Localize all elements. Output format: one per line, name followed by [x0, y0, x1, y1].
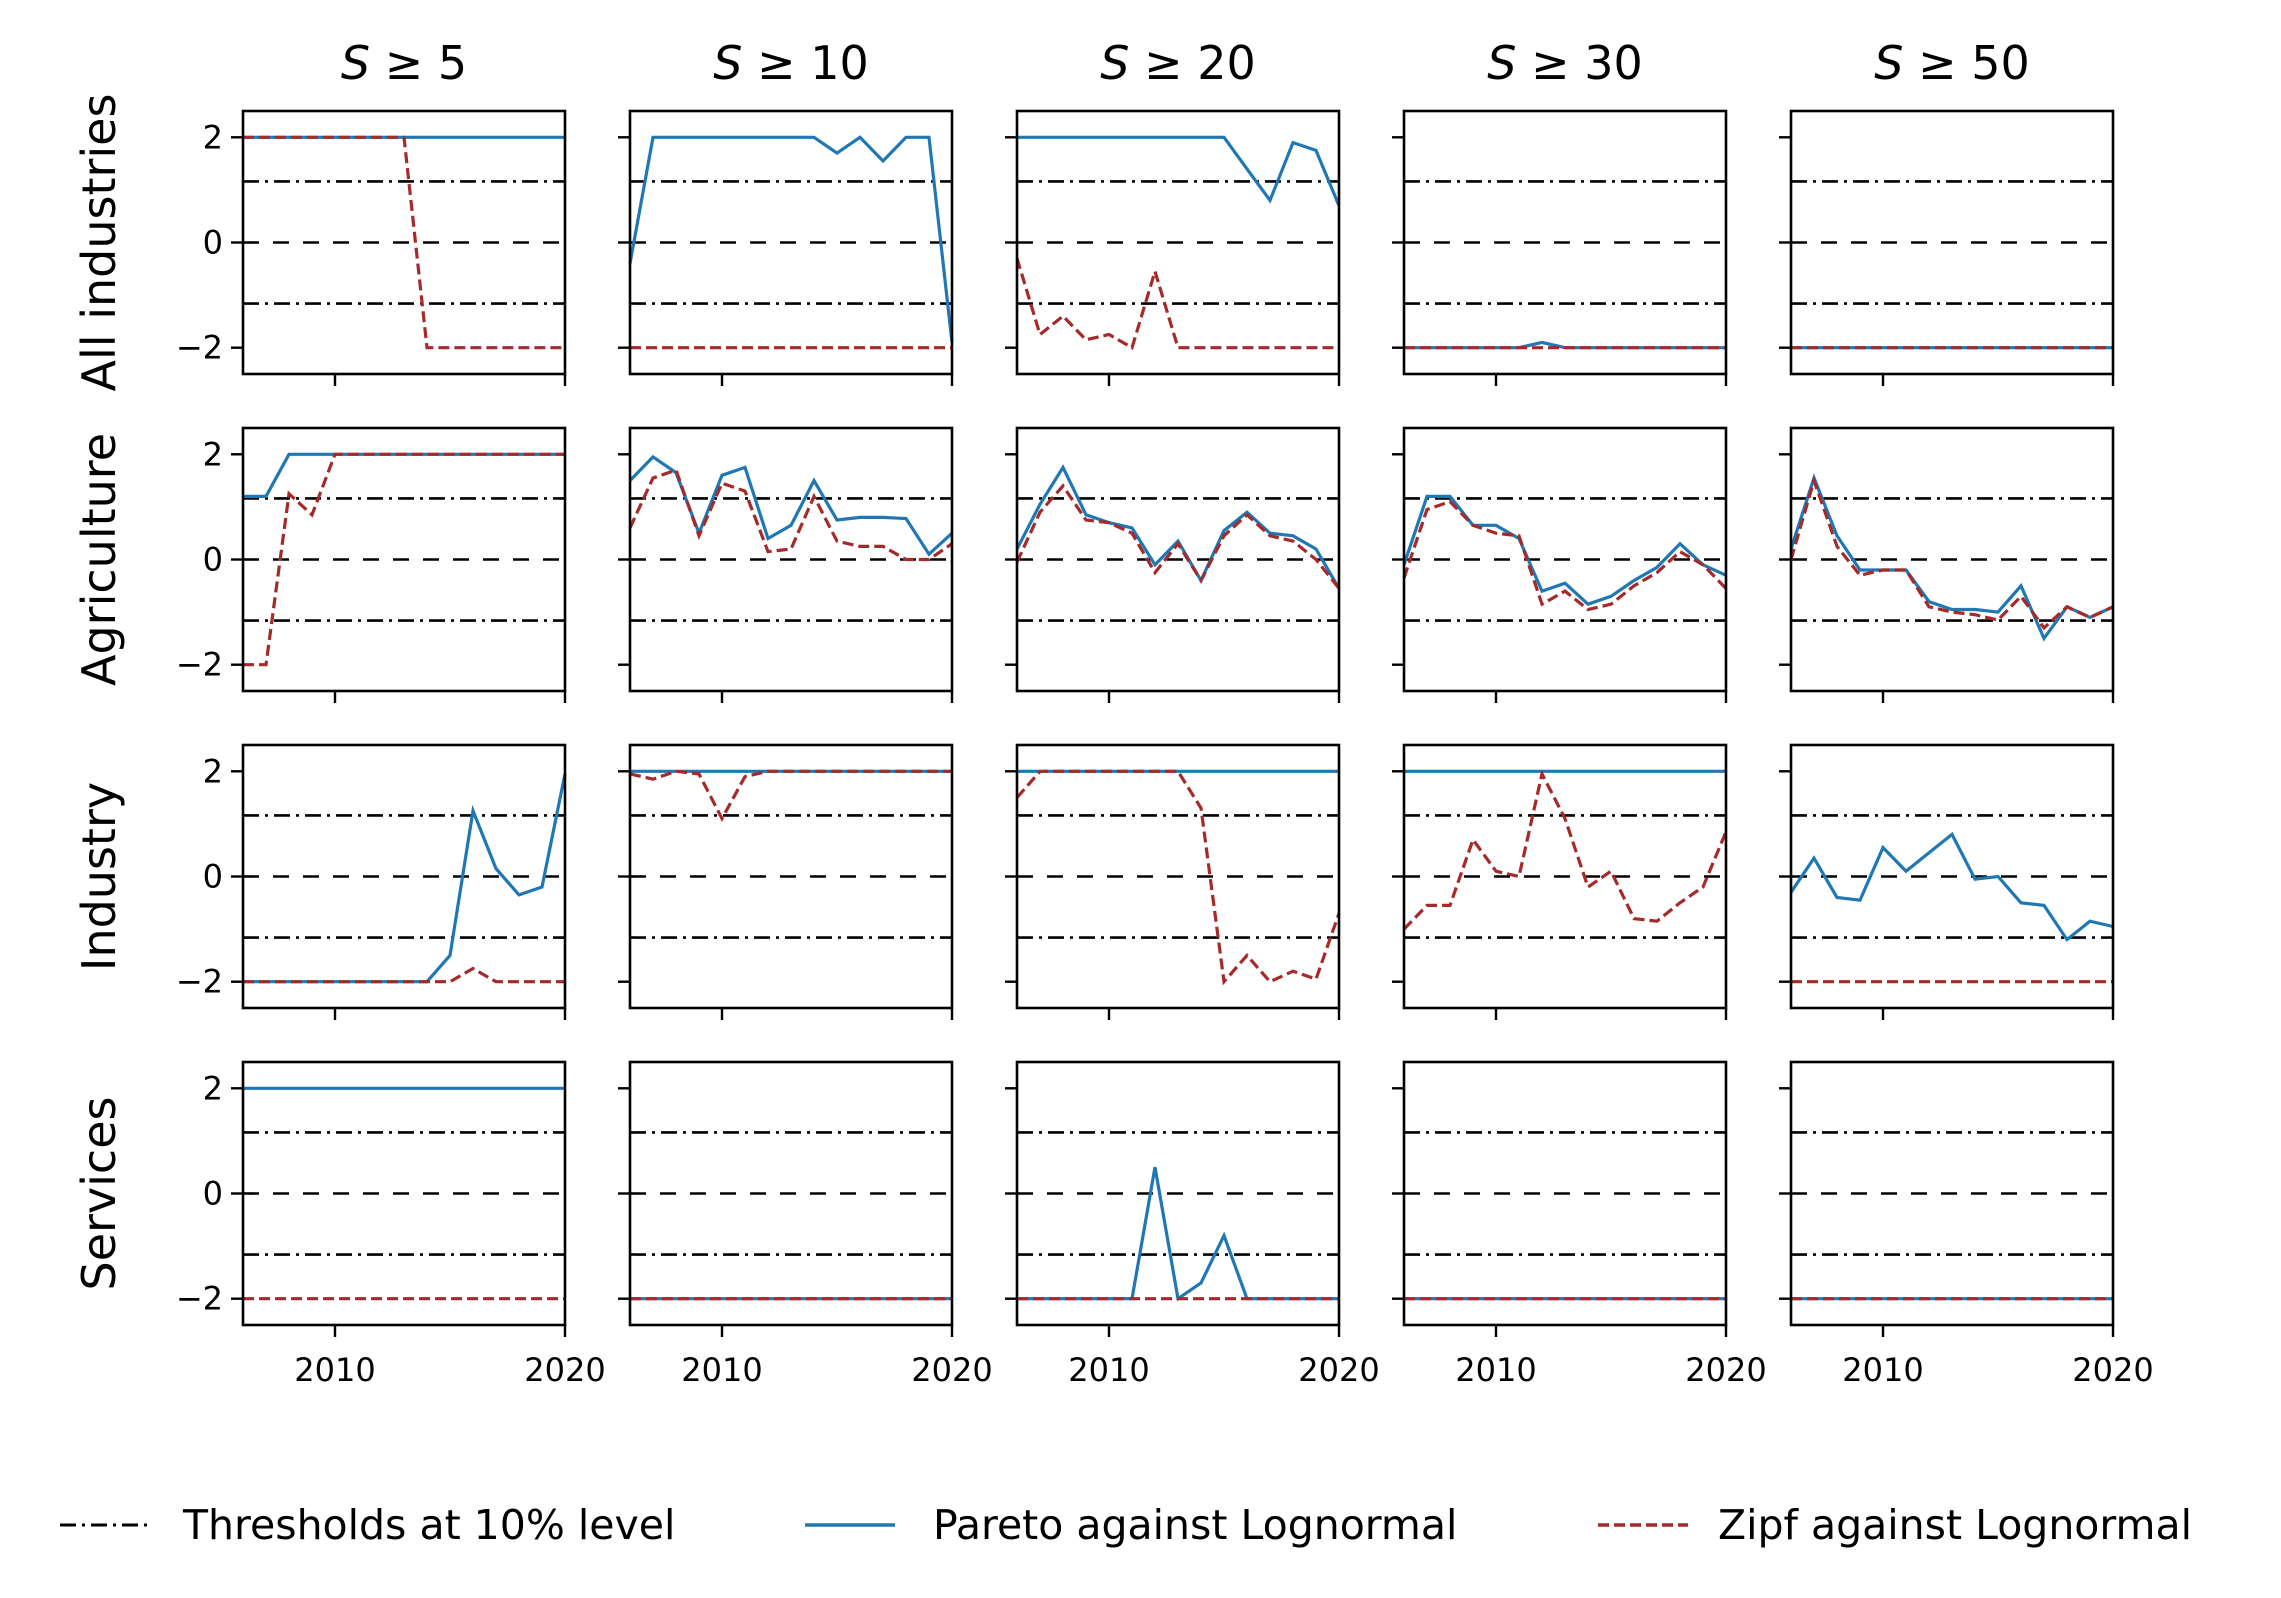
panel-r4-c2: 2010 2020 — [618, 1060, 993, 1389]
column-title-value: ≥ 50 — [1903, 36, 2029, 90]
panel-r3-c2 — [618, 743, 954, 1020]
zipf-series-line — [243, 966, 565, 984]
column-title: S ≥ 50 — [1874, 36, 2030, 90]
column-title: S ≥ 30 — [1487, 36, 1643, 90]
x-tick-label: 2020 — [524, 1351, 605, 1389]
legend-label-pareto: Pareto against Lognormal — [933, 1501, 1457, 1549]
column-title: S ≥ 5 — [341, 36, 467, 90]
pareto-series-line — [1402, 494, 1727, 607]
pareto-series-line — [628, 454, 954, 557]
zipf-series-line — [243, 452, 565, 667]
panel-r1-c5 — [1779, 109, 2115, 386]
panel-r1-c2 — [618, 109, 954, 386]
column-title-symbol: S — [1874, 36, 1903, 90]
panel-r4-c1: 2 0 −2 2010 2020 — [176, 1060, 606, 1389]
row-title: All industries — [72, 94, 126, 392]
zipf-series-line — [628, 468, 953, 562]
column-title-symbol: S — [713, 36, 742, 90]
panel-r3-c4 — [1392, 743, 1728, 1020]
y-tick-label: −2 — [176, 1280, 223, 1318]
column-title-value: ≥ 30 — [1516, 36, 1642, 90]
panel-r2-c4 — [1392, 426, 1728, 703]
column-title: S ≥ 10 — [713, 36, 869, 90]
y-tick-label: 0 — [203, 1175, 223, 1213]
column-title-value: ≥ 10 — [742, 36, 868, 90]
y-tick-label: −2 — [176, 646, 223, 684]
y-tick-label: −2 — [176, 963, 223, 1001]
pareto-series-line — [1017, 1166, 1339, 1302]
zipf-series-line — [1015, 769, 1341, 986]
zipf-series-line — [1402, 499, 1728, 612]
panel-r3-c3 — [1005, 743, 1341, 1020]
panel-r1-c3 — [1005, 109, 1341, 386]
panel-r3-c5 — [1779, 743, 2115, 1020]
zipf-series-line — [629, 769, 952, 823]
zipf-series-line — [1402, 769, 1728, 931]
column-title-symbol: S — [341, 36, 370, 90]
panel-r4-c3: 2010 2020 — [1005, 1060, 1380, 1389]
y-tick-label: 2 — [203, 1069, 223, 1107]
y-tick-label: 0 — [203, 858, 223, 896]
legend: Thresholds at 10% level Pareto against L… — [60, 1501, 2192, 1549]
x-tick-label: 2020 — [1298, 1351, 1379, 1389]
pareto-series-line — [1789, 831, 2114, 942]
column-title: S ≥ 20 — [1100, 36, 1256, 90]
pareto-series-line — [1015, 464, 1341, 590]
x-tick-label: 2010 — [294, 1351, 375, 1389]
row-title: Agriculture — [72, 433, 126, 686]
x-tick-label: 2020 — [1685, 1351, 1766, 1389]
y-tick-label: −2 — [176, 329, 223, 367]
y-tick-label: 2 — [203, 118, 223, 156]
zipf-series-line — [243, 135, 565, 350]
zipf-series-line — [1015, 483, 1341, 590]
legend-label-thresholds: Thresholds at 10% level — [182, 1501, 675, 1549]
panel-r2-c3 — [1005, 426, 1341, 703]
panel-r4-c4: 2010 2020 — [1392, 1060, 1767, 1389]
y-tick-label: 0 — [203, 224, 223, 262]
x-tick-label: 2010 — [1842, 1351, 1923, 1389]
panel-r1-c4 — [1392, 109, 1728, 386]
y-tick-label: 2 — [203, 435, 223, 473]
x-tick-label: 2010 — [681, 1351, 762, 1389]
panel-r3-c1: 2 0 −2 — [176, 743, 567, 1020]
column-title-value: ≥ 5 — [370, 36, 467, 90]
panel-r2-c2 — [618, 426, 954, 703]
pareto-series-line — [243, 773, 567, 984]
pareto-series-line — [1789, 473, 2114, 642]
panel-r2-c5 — [1779, 426, 2115, 703]
x-tick-label: 2010 — [1068, 1351, 1149, 1389]
y-tick-label: 0 — [203, 541, 223, 579]
panel-r2-c1: 2 0 −2 — [176, 426, 567, 703]
column-title-symbol: S — [1100, 36, 1129, 90]
x-tick-label: 2020 — [911, 1351, 992, 1389]
pareto-series-line — [628, 135, 954, 343]
x-tick-label: 2010 — [1455, 1351, 1536, 1389]
column-title-symbol: S — [1487, 36, 1516, 90]
zipf-series-line — [1015, 257, 1339, 351]
panel-r1-c1: 2 0 −2 — [176, 109, 567, 386]
column-title-value: ≥ 20 — [1129, 36, 1255, 90]
pareto-series-line — [243, 452, 565, 498]
row-title: Industry — [72, 782, 126, 971]
panel-r4-c5: 2010 2020 — [1779, 1060, 2154, 1389]
x-tick-label: 2020 — [2072, 1351, 2153, 1389]
zipf-series-line — [1789, 475, 2114, 631]
legend-label-zipf: Zipf against Lognormal — [1718, 1501, 2192, 1549]
y-tick-label: 2 — [203, 752, 223, 790]
row-title: Services — [72, 1097, 126, 1291]
pareto-series-line — [1017, 135, 1341, 207]
